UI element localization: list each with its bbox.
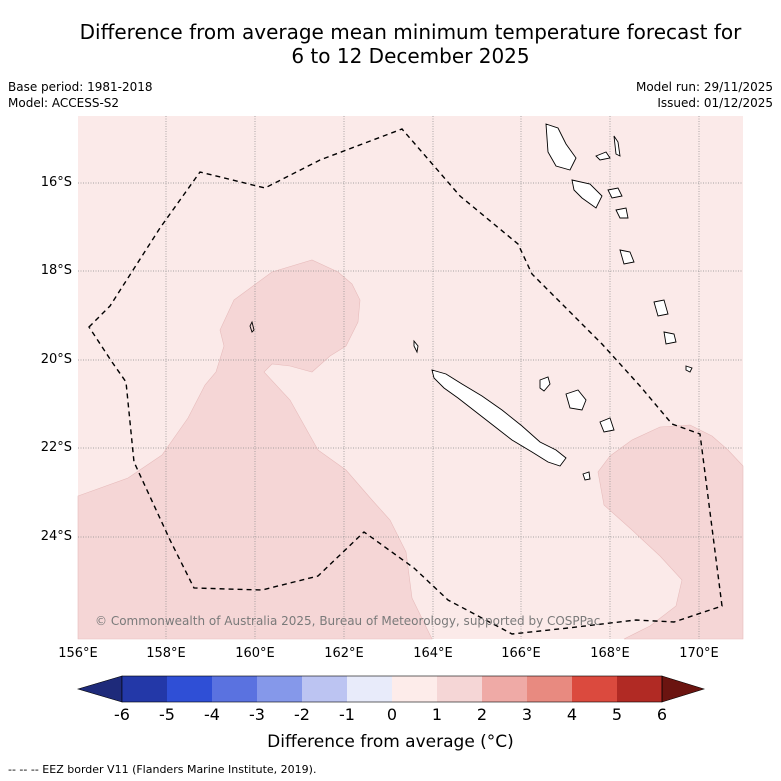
colorbar-tick: 4 xyxy=(566,705,578,724)
issued-date: Issued: 01/12/2025 xyxy=(657,96,773,110)
colorbar-tick: -4 xyxy=(204,705,220,724)
eez-border xyxy=(88,128,723,635)
gridlines xyxy=(78,116,743,639)
x-tick-label: 168°E xyxy=(590,646,630,661)
title-line-2: 6 to 12 December 2025 xyxy=(291,44,530,68)
efate-island xyxy=(615,207,629,219)
y-tick-label: 18°S xyxy=(40,263,72,278)
espiritu-santo-island xyxy=(545,123,577,171)
colorbar-tick: -1 xyxy=(339,705,355,724)
chesterfield-islands xyxy=(249,320,255,333)
base-period: Base period: 1981-2018 xyxy=(8,80,153,94)
mare-island xyxy=(599,417,615,433)
model-run: Model run: 29/11/2025 xyxy=(635,80,773,94)
aneityum-island xyxy=(663,331,677,345)
maewo-island xyxy=(613,135,621,157)
malekula-island xyxy=(571,179,603,209)
model-name: Model: ACCESS-S2 xyxy=(8,96,120,110)
colorbar-tick: 3 xyxy=(521,705,533,724)
y-tick-label: 22°S xyxy=(40,440,72,455)
colorbar-tick: -5 xyxy=(159,705,175,724)
colorbar-tick: 0 xyxy=(386,705,398,724)
isle-of-pines xyxy=(582,471,591,481)
x-tick-label: 166°E xyxy=(501,646,541,661)
y-tick-label: 24°S xyxy=(40,529,72,544)
colorbar-tick: -2 xyxy=(294,705,310,724)
lifou-island xyxy=(565,389,587,411)
y-tick-label: 20°S xyxy=(40,352,72,367)
colorbar-tick: 2 xyxy=(476,705,488,724)
copyright-notice: © Commonwealth of Australia 2025, Bureau… xyxy=(95,614,601,628)
x-tick-label: 164°E xyxy=(413,646,453,661)
colorbar-tick: 6 xyxy=(656,705,668,724)
y-tick-label: 16°S xyxy=(40,175,72,190)
colorbar-tick: 1 xyxy=(431,705,443,724)
ouvea-island xyxy=(539,376,551,392)
tanna-island xyxy=(653,299,669,317)
x-tick-label: 162°E xyxy=(324,646,364,661)
colorbar-tick: -3 xyxy=(249,705,265,724)
chart-title: Difference from average mean minimum tem… xyxy=(0,20,781,68)
belep-islands xyxy=(413,339,419,354)
epi-island xyxy=(607,187,623,199)
colorbar-title: Difference from average (°C) xyxy=(267,732,514,752)
colorbar-tick: 5 xyxy=(611,705,623,724)
erromango-island xyxy=(619,249,635,265)
new-caledonia-island xyxy=(431,369,567,467)
ambae-island xyxy=(595,151,611,161)
colorbar-tick: -6 xyxy=(114,705,130,724)
anomaly-region-east xyxy=(597,424,744,640)
x-tick-label: 156°E xyxy=(58,646,98,661)
x-tick-label: 158°E xyxy=(146,646,186,661)
x-tick-label: 170°E xyxy=(679,646,719,661)
meta-left: Base period: 1981-2018 Model: ACCESS-S2 xyxy=(8,79,153,111)
x-tick-label: 160°E xyxy=(235,646,275,661)
eez-legend: -- -- -- EEZ border V11 (Flanders Marine… xyxy=(8,763,317,776)
matthew-island xyxy=(685,365,693,373)
title-line-1: Difference from average mean minimum tem… xyxy=(79,20,742,44)
meta-right: Model run: 29/11/2025 Issued: 01/12/2025 xyxy=(636,79,773,111)
